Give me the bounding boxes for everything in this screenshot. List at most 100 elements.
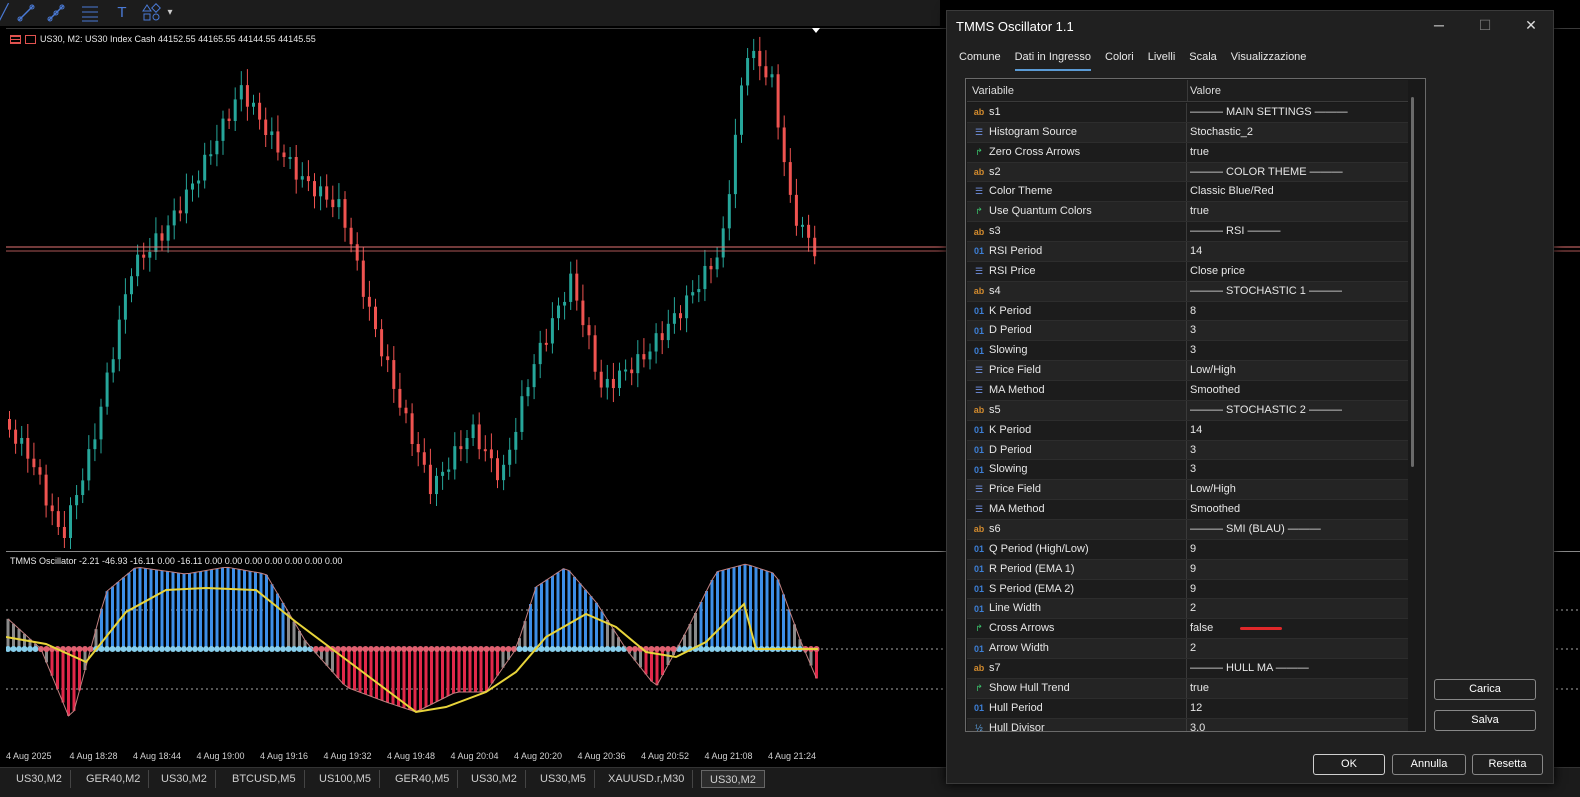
input-value[interactable]: false — [1190, 622, 1214, 635]
input-value[interactable]: Smoothed — [1190, 503, 1241, 516]
dialog-tab[interactable]: Colori — [1105, 51, 1134, 63]
fibonacci-icon[interactable] — [80, 3, 100, 23]
chart-tab[interactable]: US30,M5 — [532, 770, 595, 788]
input-value[interactable]: ——— COLOR THEME ——— — [1190, 165, 1343, 178]
maximize-icon[interactable]: ☐ — [1478, 17, 1492, 33]
column-value[interactable]: Valore — [1190, 85, 1221, 97]
chevron-down-icon[interactable]: ▾ — [167, 7, 173, 18]
input-row[interactable]: ab s5 ——— STOCHASTIC 2 ——— — [967, 400, 1408, 421]
input-value[interactable]: Smoothed — [1190, 383, 1241, 396]
input-row[interactable]: ☰ Color Theme Classic Blue/Red — [967, 182, 1408, 203]
input-row[interactable]: ab s3 ——— RSI ——— — [967, 222, 1408, 243]
dialog-tab[interactable]: Visualizzazione — [1230, 51, 1307, 63]
input-row[interactable]: 01 Slowing 3 — [967, 341, 1408, 362]
input-row[interactable]: ☰ MA Method Smoothed — [967, 381, 1408, 401]
input-value[interactable]: true — [1190, 681, 1209, 694]
input-value[interactable]: 3 — [1190, 443, 1197, 456]
input-row[interactable]: ↱ Cross Arrows false — [967, 619, 1408, 640]
input-value[interactable]: 9 — [1190, 542, 1197, 555]
input-value[interactable]: 3 — [1190, 324, 1197, 337]
input-row[interactable]: ☰ MA Method Smoothed — [967, 500, 1408, 521]
input-row[interactable]: ☰ Price Field Low/High — [967, 480, 1408, 501]
cancel-button[interactable]: Annulla — [1392, 754, 1466, 775]
vertical-scrollbar[interactable] — [1411, 97, 1414, 467]
input-value[interactable]: 3 — [1190, 344, 1197, 357]
input-value[interactable]: true — [1190, 205, 1209, 218]
input-row[interactable]: ☰ RSI Price Close price — [967, 261, 1408, 282]
chart-tab[interactable]: GER40,M2 — [78, 770, 150, 788]
input-value[interactable]: Low/High — [1190, 483, 1236, 496]
input-row[interactable]: 01 K Period 14 — [967, 420, 1408, 441]
input-value[interactable]: true — [1190, 145, 1209, 158]
dialog-tab[interactable]: Dati in Ingresso — [1014, 51, 1092, 71]
input-row[interactable]: ab s6 ——— SMI (BLAU) ——— — [967, 520, 1408, 540]
input-value[interactable]: Stochastic_2 — [1190, 125, 1253, 138]
input-row[interactable]: ↱ Show Hull Trend true — [967, 678, 1408, 699]
input-value[interactable]: ——— MAIN SETTINGS ——— — [1190, 105, 1348, 118]
input-row[interactable]: ↱ Zero Cross Arrows true — [967, 142, 1408, 163]
input-value[interactable]: 2 — [1190, 642, 1197, 655]
chart-props-icon[interactable] — [25, 34, 36, 44]
input-value[interactable]: 14 — [1190, 244, 1203, 257]
input-row[interactable]: 01 Slowing 3 — [967, 460, 1408, 481]
input-value[interactable]: 12 — [1190, 701, 1203, 714]
close-icon[interactable]: ✕ — [1525, 17, 1537, 33]
chart-shift-marker-icon[interactable] — [812, 28, 820, 33]
input-row[interactable]: ½ Hull Divisor 3.0 — [967, 718, 1408, 732]
input-row[interactable]: ab s1 ——— MAIN SETTINGS ——— — [967, 103, 1408, 123]
input-value[interactable]: ——— STOCHASTIC 2 ——— — [1190, 403, 1342, 416]
input-value[interactable]: 3 — [1190, 463, 1197, 476]
load-button[interactable]: Carica — [1434, 679, 1536, 700]
input-value[interactable]: Classic Blue/Red — [1190, 185, 1274, 198]
input-row[interactable]: ☰ Histogram Source Stochastic_2 — [967, 122, 1408, 143]
reset-button[interactable]: Resetta — [1472, 754, 1543, 775]
dialog-tab[interactable]: Livelli — [1147, 51, 1176, 63]
input-row[interactable]: ☰ Price Field Low/High — [967, 361, 1408, 382]
input-value[interactable]: 14 — [1190, 423, 1203, 436]
input-row[interactable]: 01 S Period (EMA 2) 9 — [967, 579, 1408, 600]
input-value[interactable]: ——— HULL MA ——— — [1190, 662, 1309, 674]
save-button[interactable]: Salva — [1434, 710, 1536, 731]
chart-tab[interactable]: GER40,M5 — [387, 770, 459, 788]
dialog-tab[interactable]: Comune — [959, 51, 1001, 63]
input-value[interactable]: 2 — [1190, 602, 1197, 615]
dialog-tab[interactable]: Scala — [1189, 51, 1217, 63]
input-row[interactable]: ab s2 ——— COLOR THEME ——— — [967, 162, 1408, 183]
chart-tab[interactable]: XAUUSD.r,M30 — [600, 770, 694, 788]
input-value[interactable]: 8 — [1190, 304, 1197, 317]
input-row[interactable]: ab s7 ——— HULL MA ——— — [967, 659, 1408, 679]
shapes-icon[interactable] — [142, 3, 162, 23]
channel-icon[interactable] — [46, 3, 66, 23]
input-value[interactable]: 9 — [1190, 582, 1197, 595]
input-row[interactable]: 01 D Period 3 — [967, 321, 1408, 342]
input-value[interactable]: ——— RSI ——— — [1190, 225, 1281, 238]
text-tool-icon[interactable]: T — [117, 4, 127, 21]
input-value[interactable]: 3.0 — [1190, 721, 1206, 732]
chart-tab[interactable]: BTCUSD,M5 — [224, 770, 305, 788]
arrow-icon[interactable]: ╱ — [0, 4, 9, 21]
column-variable[interactable]: Variabile — [972, 85, 1014, 97]
input-row[interactable]: 01 RSI Period 14 — [967, 242, 1408, 262]
input-row[interactable]: 01 D Period 3 — [967, 440, 1408, 461]
input-value[interactable]: 9 — [1190, 562, 1197, 575]
ok-button[interactable]: OK — [1313, 754, 1385, 775]
input-row[interactable]: 01 Line Width 2 — [967, 599, 1408, 620]
chart-tab[interactable]: US30,M2 — [463, 770, 526, 788]
minimize-icon[interactable]: ─ — [1434, 17, 1444, 33]
chart-tab[interactable]: US30,M2 — [153, 770, 216, 788]
chart-tab[interactable]: US100,M5 — [311, 770, 380, 788]
input-value[interactable]: Close price — [1190, 264, 1246, 277]
input-row[interactable]: 01 R Period (EMA 1) 9 — [967, 559, 1408, 580]
input-value[interactable]: ——— STOCHASTIC 1 ——— — [1190, 284, 1342, 297]
input-row[interactable]: 01 Arrow Width 2 — [967, 639, 1408, 660]
input-row[interactable]: 01 Q Period (High/Low) 9 — [967, 539, 1408, 560]
input-row[interactable]: 01 K Period 8 — [967, 301, 1408, 322]
chart-menu-icon[interactable] — [10, 34, 21, 44]
trendline-icon[interactable] — [16, 3, 36, 23]
input-row[interactable]: ↱ Use Quantum Colors true — [967, 202, 1408, 223]
input-value[interactable]: Low/High — [1190, 364, 1236, 377]
chart-tab[interactable]: US30,M2 — [8, 770, 71, 788]
input-row[interactable]: ab s4 ——— STOCHASTIC 1 ——— — [967, 281, 1408, 302]
chart-tab[interactable]: US30,M2 — [701, 770, 765, 788]
input-value[interactable]: ——— SMI (BLAU) ——— — [1190, 522, 1321, 535]
